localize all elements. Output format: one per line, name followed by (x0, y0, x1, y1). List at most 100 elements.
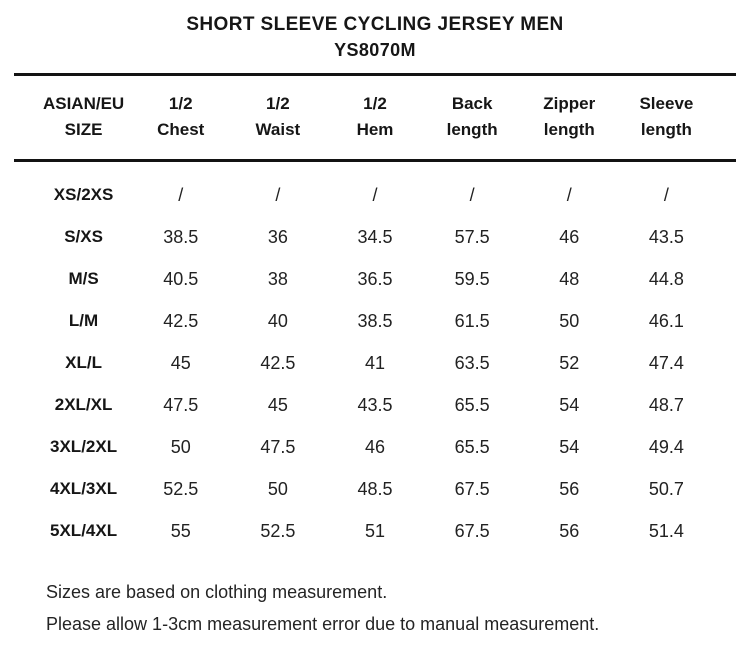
measurement-cell: 49.4 (648, 436, 684, 457)
table-row: 2XL/XL 47.5 45 43.5 65.5 54 48.7 (35, 384, 715, 426)
column-header-line: Back (451, 94, 493, 113)
measurement-cell: 38.5 (163, 226, 199, 247)
measurement-cell: 65.5 (454, 394, 490, 415)
header-row: ASIAN/EU SIZE 1/2 Chest 1/2 Waist 1/2 He… (35, 76, 715, 159)
column-header-half-waist: 1/2 Waist (229, 76, 326, 159)
measurement-cell: 34.5 (357, 226, 393, 247)
measurement-cell: / (469, 184, 475, 205)
measurement-cell: 43.5 (357, 394, 393, 415)
column-header-sleeve-length: Sleeve length (618, 76, 715, 159)
measurement-cell: / (566, 184, 572, 205)
measurement-cell: 44.8 (648, 268, 684, 289)
table-row: 4XL/3XL 52.5 50 48.5 67.5 56 50.7 (35, 468, 715, 510)
size-label: L/M (68, 311, 99, 330)
measurement-cell: 57.5 (454, 226, 490, 247)
measurement-cell: 67.5 (454, 478, 490, 499)
measurement-cell: 63.5 (454, 352, 490, 373)
column-header-line: 1/2 (363, 94, 387, 113)
measurement-cell: 48.7 (648, 394, 684, 415)
measurement-cell: 46.1 (648, 310, 684, 331)
table-row: M/S 40.5 38 36.5 59.5 48 44.8 (35, 258, 715, 300)
column-header-line: Zipper (543, 94, 596, 113)
measurement-cell: 38.5 (357, 310, 393, 331)
measurement-notes: Sizes are based on clothing measurement.… (46, 576, 730, 640)
measurement-cell: 51.4 (648, 520, 684, 541)
divider-header (14, 159, 736, 162)
measurement-cell: 36.5 (357, 268, 393, 289)
measurement-cell: 43.5 (648, 226, 684, 247)
measurement-cell: 36 (267, 226, 288, 247)
measurement-cell: 48 (559, 268, 580, 289)
column-header-line: length (543, 120, 595, 139)
column-header-line: Hem (356, 120, 394, 139)
measurement-cell: 52 (559, 352, 580, 373)
size-label: 2XL/XL (54, 395, 113, 414)
measurement-cell: 56 (559, 478, 580, 499)
measurement-cell: 59.5 (454, 268, 490, 289)
measurement-cell: 51 (364, 520, 385, 541)
measurement-cell: 50 (267, 478, 288, 499)
measurement-cell: 65.5 (454, 436, 490, 457)
measurement-cell: 55 (170, 520, 191, 541)
measurement-cell: 50 (559, 310, 580, 331)
measurement-cell: 42.5 (163, 310, 199, 331)
divider-top (14, 73, 736, 76)
measurement-cell: / (372, 184, 378, 205)
size-label: M/S (68, 269, 99, 288)
table-row: XL/L 45 42.5 41 63.5 52 47.4 (35, 342, 715, 384)
note-line: Sizes are based on clothing measurement. (46, 582, 388, 602)
measurement-cell: 48.5 (357, 478, 393, 499)
measurement-cell: 61.5 (454, 310, 490, 331)
size-label: 3XL/2XL (50, 437, 118, 456)
size-label: XL/L (65, 353, 102, 372)
size-label: 4XL/3XL (50, 479, 118, 498)
size-chart-header: ASIAN/EU SIZE 1/2 Chest 1/2 Waist 1/2 He… (35, 76, 715, 159)
measurement-cell: 40 (267, 310, 288, 331)
column-header-line: 1/2 (168, 94, 193, 113)
column-header-line: Chest (157, 120, 205, 139)
measurement-cell: 54 (559, 394, 580, 415)
size-table-body: XS/2XS / / / / / / S/XS 38.5 36 34.5 57.5 46 43.5 M/S 4… (35, 162, 715, 552)
size-chart-table: XS/2XS / / / / / / S/XS 38.5 36 34.5 57.5 46 43.5 M/S 4… (35, 162, 715, 552)
measurement-cell: 40.5 (163, 268, 199, 289)
column-header-zipper-length: Zipper length (521, 76, 618, 159)
table-row: S/XS 38.5 36 34.5 57.5 46 43.5 (35, 216, 715, 258)
product-code: YS8070M (334, 40, 416, 60)
measurement-cell: 54 (559, 436, 580, 457)
title-block: SHORT SLEEVE CYCLING JERSEY MEN YS8070M (0, 0, 750, 61)
measurement-cell: 38 (267, 268, 288, 289)
table-row: 3XL/2XL 50 47.5 46 65.5 54 49.4 (35, 426, 715, 468)
measurement-cell: 46 (364, 436, 385, 457)
column-header-half-hem: 1/2 Hem (326, 76, 423, 159)
column-header-line: SIZE (64, 120, 103, 139)
table-row: 5XL/4XL 55 52.5 51 67.5 56 51.4 (35, 510, 715, 552)
measurement-cell: 47.5 (163, 394, 199, 415)
column-header-line: ASIAN/EU (42, 94, 125, 113)
measurement-cell: / (663, 184, 669, 205)
measurement-cell: 52.5 (260, 520, 296, 541)
table-row: L/M 42.5 40 38.5 61.5 50 46.1 (35, 300, 715, 342)
measurement-cell: 67.5 (454, 520, 490, 541)
measurement-cell: / (178, 184, 184, 205)
measurement-cell: 47.4 (648, 352, 684, 373)
column-header-line: Waist (255, 120, 301, 139)
measurement-cell: 56 (559, 520, 580, 541)
column-header-line: 1/2 (266, 94, 290, 113)
measurement-cell: 50.7 (648, 478, 684, 499)
size-label: XS/2XS (53, 185, 114, 204)
measurement-cell: 47.5 (260, 436, 296, 457)
size-label: S/XS (64, 227, 103, 246)
column-header-line: Sleeve (639, 94, 694, 113)
size-label: 5XL/4XL (50, 521, 118, 540)
column-header-asian-eu-size: ASIAN/EU SIZE (35, 76, 132, 159)
table-row: XS/2XS / / / / / / (35, 162, 715, 216)
note-line: Please allow 1-3cm measurement error due… (46, 614, 600, 634)
measurement-cell: 46 (559, 226, 580, 247)
measurement-cell: 50 (170, 436, 191, 457)
column-header-back-length: Back length (424, 76, 521, 159)
column-header-line: length (640, 120, 692, 139)
product-title: SHORT SLEEVE CYCLING JERSEY MEN (186, 14, 564, 35)
measurement-cell: 45 (267, 394, 288, 415)
measurement-cell: 45 (170, 352, 191, 373)
